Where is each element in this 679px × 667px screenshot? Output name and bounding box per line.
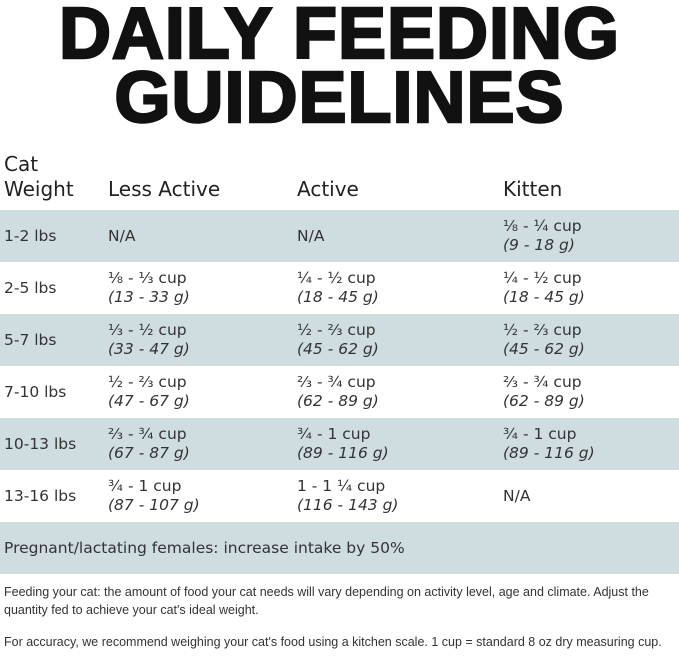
cup-amount: ¾ - 1 cup bbox=[297, 425, 371, 443]
amount-cell: ¾ - 1 cup (89 - 116 g) bbox=[297, 425, 389, 463]
amount-cell: ⅛ - ¼ cup (9 - 18 g) bbox=[503, 217, 582, 255]
cup-amount: ¼ - ½ cup bbox=[503, 269, 582, 287]
cup-amount: ¾ - 1 cup bbox=[108, 477, 182, 495]
cup-amount: 1 - 1 ¼ cup bbox=[297, 477, 386, 495]
gram-amount: (47 - 67 g) bbox=[108, 392, 190, 410]
table-row: 10-13 lbs ⅔ - ¾ cup (67 - 87 g) ¾ - 1 cup (8… bbox=[0, 418, 679, 470]
weight-cell: 10-13 lbs bbox=[4, 435, 77, 453]
amount-cell: N/A bbox=[297, 227, 324, 246]
cup-amount: ⅔ - ¾ cup bbox=[503, 373, 582, 391]
accuracy-note: For accuracy, we recommend weighing your… bbox=[4, 635, 662, 649]
cup-amount: ⅓ - ½ cup bbox=[108, 321, 187, 339]
cup-amount: N/A bbox=[297, 227, 325, 245]
title-line: GUIDELINES bbox=[113, 58, 565, 138]
table-row: 7-10 lbs ½ - ⅔ cup (47 - 67 g) ⅔ - ¾ cup (62… bbox=[0, 366, 679, 418]
gram-amount: (116 - 143 g) bbox=[297, 496, 399, 514]
gram-amount: (18 - 45 g) bbox=[297, 288, 379, 306]
column-header: Less Active bbox=[108, 177, 221, 201]
amount-cell: ¾ - 1 cup (87 - 107 g) bbox=[108, 477, 200, 515]
cup-amount: ⅛ - ¼ cup bbox=[503, 217, 582, 235]
gram-amount: (18 - 45 g) bbox=[503, 288, 585, 306]
gram-amount: (89 - 116 g) bbox=[297, 444, 389, 462]
cup-amount: N/A bbox=[108, 227, 136, 245]
cup-amount: ½ - ⅔ cup bbox=[297, 321, 376, 339]
amount-cell: N/A bbox=[503, 487, 530, 506]
weight-cell: 5-7 lbs bbox=[4, 331, 57, 349]
table-row: 1-2 lbs N/A N/A ⅛ - ¼ cup (9 - 18 g) bbox=[0, 210, 679, 262]
gram-amount: (89 - 116 g) bbox=[503, 444, 595, 462]
column-header: Active bbox=[297, 177, 359, 201]
gram-amount: (9 - 18 g) bbox=[503, 236, 575, 254]
table-row: 5-7 lbs ⅓ - ½ cup (33 - 47 g) ½ - ⅔ cup (45 … bbox=[0, 314, 679, 366]
weight-cell: 2-5 lbs bbox=[4, 279, 57, 297]
weight-cell: 1-2 lbs bbox=[4, 227, 57, 245]
cup-amount: ½ - ⅔ cup bbox=[503, 321, 582, 339]
cup-amount: ⅛ - ⅓ cup bbox=[108, 269, 187, 287]
amount-cell: ⅔ - ¾ cup (62 - 89 g) bbox=[297, 373, 379, 411]
amount-cell: ¾ - 1 cup (89 - 116 g) bbox=[503, 425, 595, 463]
amount-cell: ¼ - ½ cup (18 - 45 g) bbox=[503, 269, 585, 307]
cup-amount: N/A bbox=[503, 487, 531, 505]
amount-cell: ⅔ - ¾ cup (67 - 87 g) bbox=[108, 425, 190, 463]
feeding-note: Feeding your cat: the amount of food you… bbox=[4, 585, 649, 617]
cup-amount: ⅔ - ¾ cup bbox=[297, 373, 376, 391]
gram-amount: (62 - 89 g) bbox=[503, 392, 585, 410]
pregnant-row: Pregnant/lactating females: increase int… bbox=[0, 522, 679, 574]
amount-cell: N/A bbox=[108, 227, 135, 246]
title-line: DAILY FEEDING bbox=[58, 0, 621, 74]
gram-amount: (67 - 87 g) bbox=[108, 444, 190, 462]
amount-cell: ¼ - ½ cup (18 - 45 g) bbox=[297, 269, 379, 307]
amount-cell: ⅛ - ⅓ cup (13 - 33 g) bbox=[108, 269, 190, 307]
cup-amount: ¼ - ½ cup bbox=[297, 269, 376, 287]
gram-amount: (87 - 107 g) bbox=[108, 496, 200, 514]
amount-cell: ⅓ - ½ cup (33 - 47 g) bbox=[108, 321, 190, 359]
weight-cell: 7-10 lbs bbox=[4, 383, 67, 401]
gram-amount: (62 - 89 g) bbox=[297, 392, 379, 410]
cup-amount: ⅔ - ¾ cup bbox=[108, 425, 187, 443]
cup-amount: ½ - ⅔ cup bbox=[108, 373, 187, 391]
column-header: Kitten bbox=[503, 177, 563, 201]
amount-cell: 1 - 1 ¼ cup (116 - 143 g) bbox=[297, 477, 398, 515]
amount-cell: ⅔ - ¾ cup (62 - 89 g) bbox=[503, 373, 585, 411]
table-row: 13-16 lbs ¾ - 1 cup (87 - 107 g) 1 - 1 ¼ cu… bbox=[0, 470, 679, 522]
amount-cell: ½ - ⅔ cup (45 - 62 g) bbox=[503, 321, 585, 359]
weight-cell: 13-16 lbs bbox=[4, 487, 77, 505]
gram-amount: (13 - 33 g) bbox=[108, 288, 190, 306]
gram-amount: (45 - 62 g) bbox=[503, 340, 585, 358]
page-title: DAILY FEEDING GUIDELINES bbox=[0, 0, 679, 138]
table-row: 2-5 lbs ⅛ - ⅓ cup (13 - 33 g) ¼ - ½ cup (18 … bbox=[0, 262, 679, 314]
column-header: Cat Weight bbox=[4, 152, 74, 201]
amount-cell: ½ - ⅔ cup (45 - 62 g) bbox=[297, 321, 379, 359]
pregnant-note: Pregnant/lactating females: increase int… bbox=[4, 539, 405, 557]
gram-amount: (33 - 47 g) bbox=[108, 340, 190, 358]
cup-amount: ¾ - 1 cup bbox=[503, 425, 577, 443]
gram-amount: (45 - 62 g) bbox=[297, 340, 379, 358]
amount-cell: ½ - ⅔ cup (47 - 67 g) bbox=[108, 373, 190, 411]
